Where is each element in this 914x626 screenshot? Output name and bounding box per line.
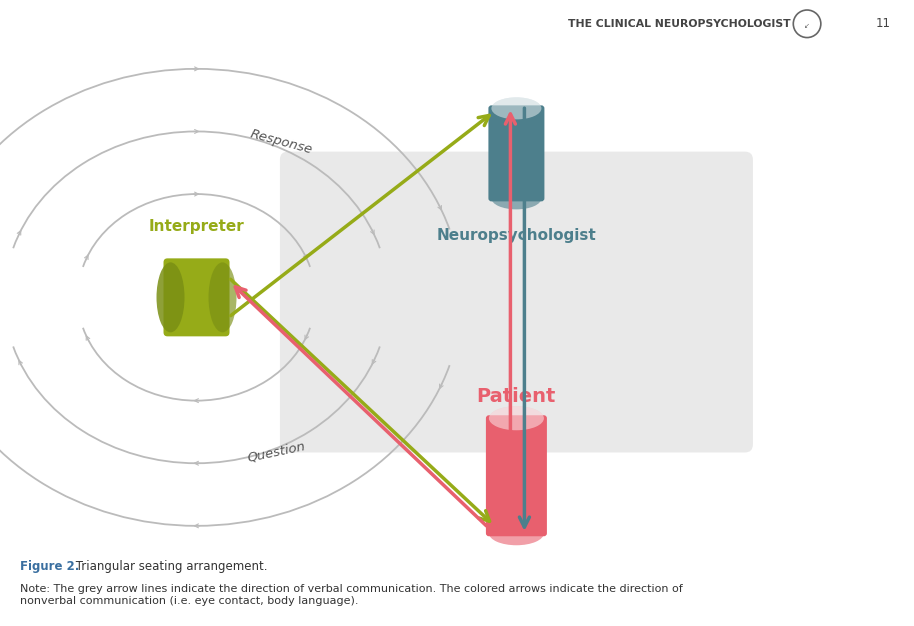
Text: ↙: ↙ <box>804 23 810 29</box>
Ellipse shape <box>492 98 541 120</box>
Text: Interpreter: Interpreter <box>149 219 244 234</box>
Text: Note: The grey arrow lines indicate the direction of verbal communication. The c: Note: The grey arrow lines indicate the … <box>20 584 683 606</box>
FancyBboxPatch shape <box>164 259 229 336</box>
FancyBboxPatch shape <box>488 105 545 202</box>
Text: Triangular seating arrangement.: Triangular seating arrangement. <box>72 560 268 573</box>
Text: THE CLINICAL NEUROPSYCHOLOGIST: THE CLINICAL NEUROPSYCHOLOGIST <box>568 19 791 29</box>
Text: Neuropsychologist: Neuropsychologist <box>437 228 596 244</box>
Text: Response: Response <box>249 128 314 157</box>
Ellipse shape <box>489 521 544 545</box>
Ellipse shape <box>208 262 237 332</box>
Text: 11: 11 <box>877 18 891 30</box>
Ellipse shape <box>489 406 544 430</box>
Ellipse shape <box>489 406 544 430</box>
Ellipse shape <box>492 98 541 120</box>
Text: Patient: Patient <box>477 387 556 406</box>
FancyBboxPatch shape <box>486 415 547 536</box>
Ellipse shape <box>492 187 541 209</box>
Text: Figure 2.: Figure 2. <box>20 560 80 573</box>
Text: Question: Question <box>246 440 307 465</box>
Ellipse shape <box>156 262 185 332</box>
FancyBboxPatch shape <box>280 151 753 453</box>
